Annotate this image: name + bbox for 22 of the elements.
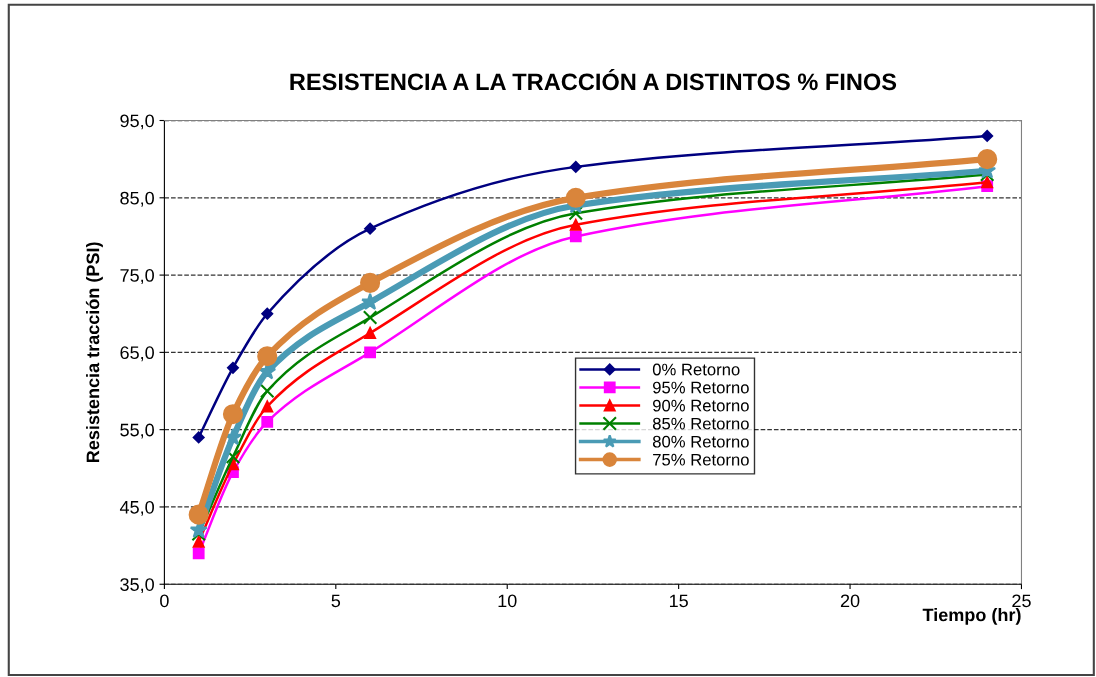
legend-label: 90% Retorno bbox=[653, 399, 749, 412]
y-tick-label: 55,0 bbox=[120, 423, 154, 439]
x-tick-label: 20 bbox=[840, 594, 860, 608]
x-tick-label: 0 bbox=[160, 594, 169, 608]
y-tick-label: 35,0 bbox=[120, 578, 154, 594]
x-axis-title: Tiempo (hr) bbox=[922, 608, 1021, 625]
y-tick-label: 95,0 bbox=[120, 114, 154, 130]
legend-label: 0% Retorno bbox=[652, 363, 740, 376]
y-tick-label: 65,0 bbox=[120, 346, 154, 362]
legend-label: 75% Retorno bbox=[653, 453, 749, 466]
y-tick-label: 75,0 bbox=[120, 269, 154, 284]
y-tick-label: 85,0 bbox=[120, 191, 154, 207]
legend-label: 95% Retorno bbox=[653, 381, 749, 394]
chart-title: RESISTENCIA A LA TRACCIÓN A DISTINTOS % FINOS bbox=[290, 69, 897, 91]
x-tick-label: 15 bbox=[669, 594, 688, 608]
x-tick-label: 10 bbox=[498, 594, 517, 608]
legend-label: 85% Retorno bbox=[652, 417, 749, 430]
legend-label: 80% Retorno bbox=[652, 435, 749, 448]
y-tick-label: 45,0 bbox=[119, 500, 154, 516]
y-axis-title: Resistencia tracción (PSI) bbox=[85, 242, 103, 463]
x-tick-label: 5 bbox=[331, 594, 341, 608]
x-tick-label: 25 bbox=[1012, 594, 1031, 608]
